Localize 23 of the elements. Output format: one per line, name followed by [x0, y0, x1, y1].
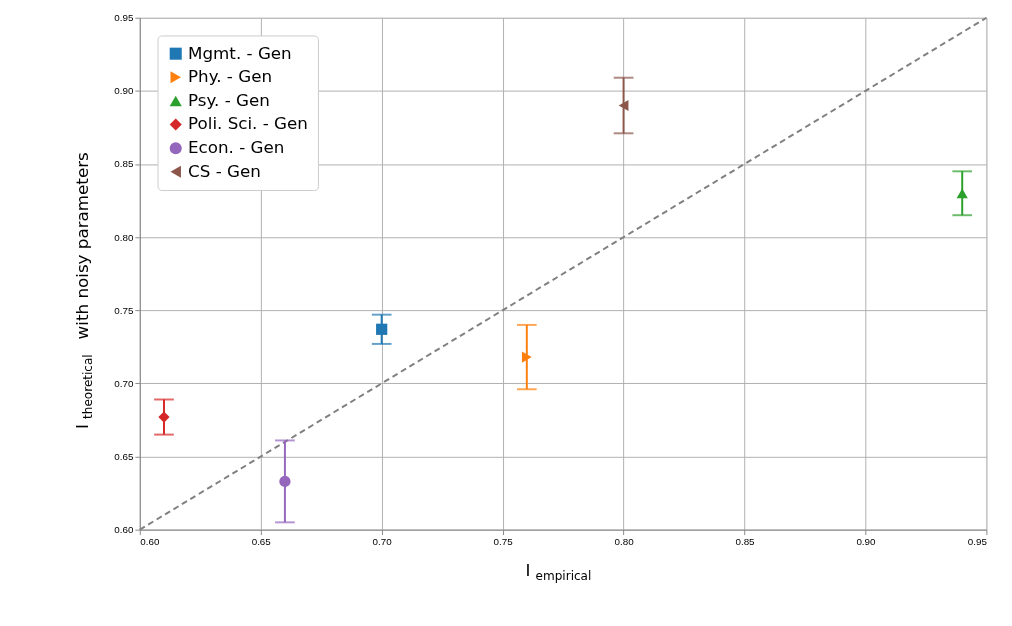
text: Itheoretical with noisy parameters: [71, 152, 95, 429]
x-tick-label: 0.70: [372, 535, 393, 547]
y-tick-label: 0.60: [114, 524, 134, 536]
legend-label: Psy. - Gen: [188, 89, 270, 110]
y-tick-label: 0.65: [114, 450, 134, 462]
legend-label: Mgmt. - Gen: [188, 42, 292, 63]
x-tick-label: 0.95: [967, 535, 988, 547]
x-tick-label: 0.90: [856, 535, 877, 547]
x-tick-label: 0.80: [614, 535, 635, 547]
y-tick-label: 0.70: [114, 377, 134, 389]
y-tick-label: 0.95: [114, 12, 134, 24]
y-tick-label: 0.90: [114, 85, 134, 97]
y-tick-label: 0.75: [114, 304, 134, 316]
x-tick-label: 0.75: [493, 535, 514, 547]
legend-label: CS - Gen: [188, 160, 261, 181]
legend-label: Phy. - Gen: [188, 66, 273, 87]
x-tick-label: 0.85: [735, 535, 756, 547]
legend-label: Econ. - Gen: [188, 137, 285, 158]
y-tick-label: 0.85: [114, 158, 134, 170]
x-tick-label: 0.60: [140, 535, 160, 547]
y-tick-label: 0.80: [114, 231, 134, 243]
legend-label: Poli. Sci. - Gen: [188, 113, 308, 134]
x-tick-label: 0.65: [251, 535, 272, 547]
